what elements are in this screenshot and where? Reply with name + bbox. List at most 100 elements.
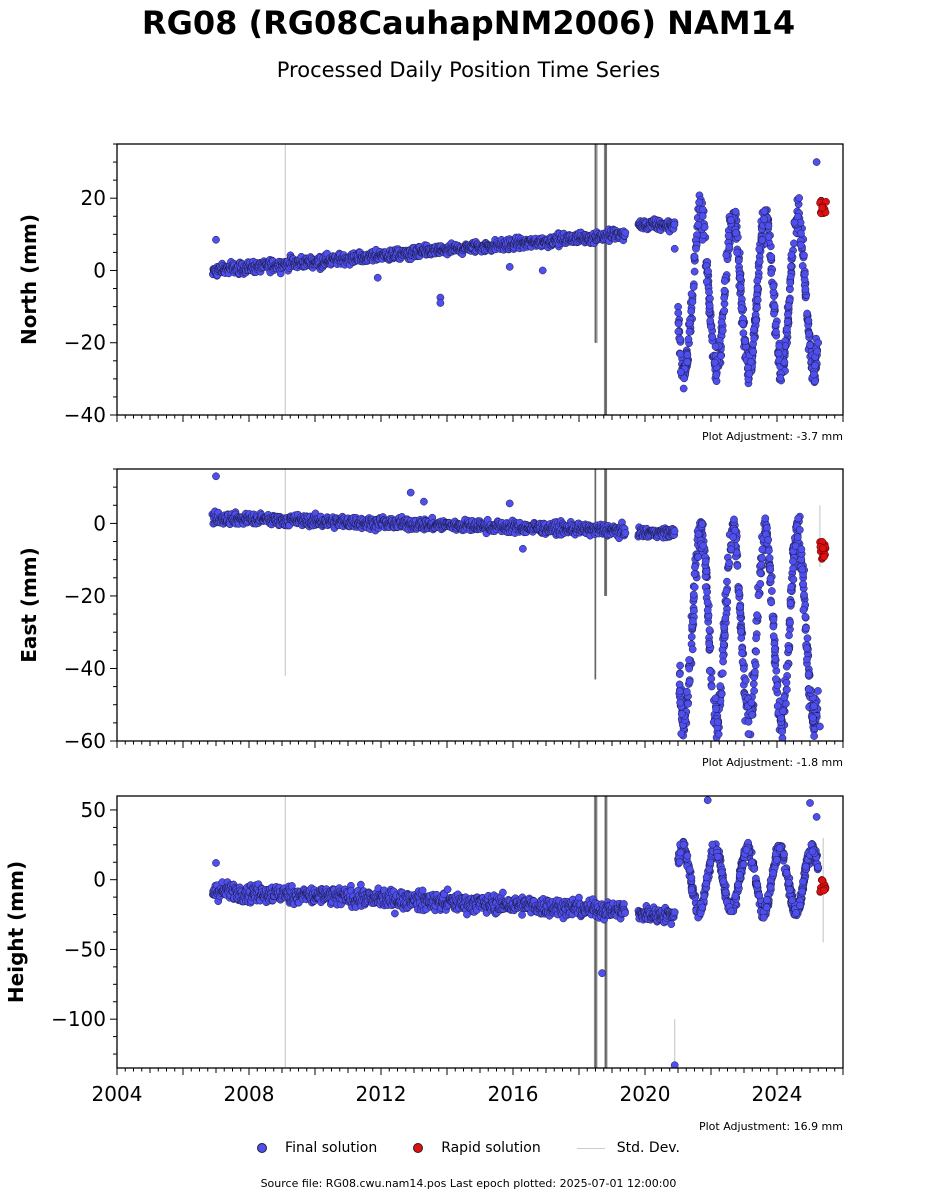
plot-frame xyxy=(116,143,844,416)
final-point xyxy=(704,267,712,276)
final-point xyxy=(810,702,818,711)
final-point xyxy=(803,309,812,318)
final-point xyxy=(806,341,814,349)
final-point xyxy=(676,661,684,670)
final-point xyxy=(689,590,698,599)
final-point xyxy=(744,717,753,726)
final-point xyxy=(731,229,740,237)
final-point xyxy=(733,248,741,257)
final-point xyxy=(685,664,694,673)
final-point xyxy=(789,557,797,566)
final-point xyxy=(810,732,819,740)
final-point xyxy=(772,675,780,683)
final-point xyxy=(720,294,729,302)
final-point xyxy=(752,316,760,325)
final-point xyxy=(719,640,728,649)
final-point xyxy=(621,228,630,237)
final-point xyxy=(621,529,630,537)
final-point xyxy=(706,294,714,303)
final-point xyxy=(753,296,762,304)
final-point xyxy=(751,668,759,676)
final-point xyxy=(790,239,798,248)
final-point xyxy=(505,499,514,508)
final-point xyxy=(774,349,783,358)
final-point xyxy=(677,710,686,718)
y-axis-label: North (mm) xyxy=(17,214,41,345)
final-point xyxy=(749,680,758,688)
final-point xyxy=(769,622,778,631)
final-point xyxy=(753,284,762,293)
final-point xyxy=(814,687,822,695)
plot-adjustment: Plot Adjustment: -1.8 mm xyxy=(702,756,843,769)
final-point xyxy=(804,685,813,694)
final-point xyxy=(714,730,723,739)
final-point xyxy=(799,580,808,588)
final-point xyxy=(702,277,711,286)
final-point xyxy=(738,649,746,657)
y-tick-label: 0 xyxy=(93,258,106,282)
final-point xyxy=(778,727,786,736)
final-point xyxy=(802,644,811,652)
final-point xyxy=(795,526,804,534)
final-point xyxy=(801,285,810,294)
final-point xyxy=(716,682,725,690)
final-point xyxy=(683,687,691,696)
chart-title: RG08 (RG08CauhapNM2006) NAM14 xyxy=(141,4,796,42)
final-point xyxy=(691,563,699,571)
final-point xyxy=(687,632,696,641)
final-point xyxy=(685,319,694,328)
final-point xyxy=(758,236,767,244)
final-point xyxy=(798,565,807,574)
final-point xyxy=(723,597,732,606)
final-point xyxy=(816,722,824,731)
final-point xyxy=(725,243,734,251)
final-point xyxy=(765,546,773,555)
final-point xyxy=(793,533,802,542)
final-point xyxy=(670,527,679,536)
final-point xyxy=(712,371,721,379)
final-point xyxy=(803,634,812,643)
final-point xyxy=(804,316,813,325)
final-point xyxy=(796,241,805,249)
final-point xyxy=(768,587,776,595)
final-point xyxy=(703,606,712,615)
final-point xyxy=(725,559,734,567)
final-point xyxy=(700,223,709,231)
y-tick-label: −20 xyxy=(64,331,106,355)
final-point xyxy=(713,718,722,727)
final-point xyxy=(698,212,707,221)
final-point xyxy=(724,231,733,240)
final-point xyxy=(772,328,780,336)
final-point xyxy=(794,514,803,523)
y-tick-label: −60 xyxy=(64,729,106,753)
final-point xyxy=(731,207,740,216)
final-point xyxy=(814,338,823,347)
final-point xyxy=(721,614,730,623)
final-point xyxy=(789,575,798,584)
final-point xyxy=(737,304,746,313)
final-point xyxy=(738,658,747,666)
final-point xyxy=(703,598,712,607)
final-point xyxy=(735,589,744,598)
final-point xyxy=(675,670,684,678)
y-tick-label: −20 xyxy=(64,584,106,608)
final-point xyxy=(705,667,714,675)
final-point xyxy=(813,347,821,356)
final-point xyxy=(675,680,684,689)
final-point xyxy=(752,647,760,656)
final-point xyxy=(720,306,729,315)
final-point xyxy=(674,319,683,328)
y-tick-label: 0 xyxy=(93,511,106,535)
final-point xyxy=(687,307,696,316)
final-point xyxy=(690,569,699,578)
final-point xyxy=(679,384,688,393)
final-point xyxy=(720,277,729,285)
final-point xyxy=(782,678,791,687)
final-point xyxy=(753,611,761,619)
final-point xyxy=(705,288,713,297)
final-point xyxy=(694,553,703,561)
final-point xyxy=(687,290,696,298)
final-point xyxy=(753,303,761,312)
final-point xyxy=(722,587,731,596)
final-point xyxy=(685,656,693,664)
